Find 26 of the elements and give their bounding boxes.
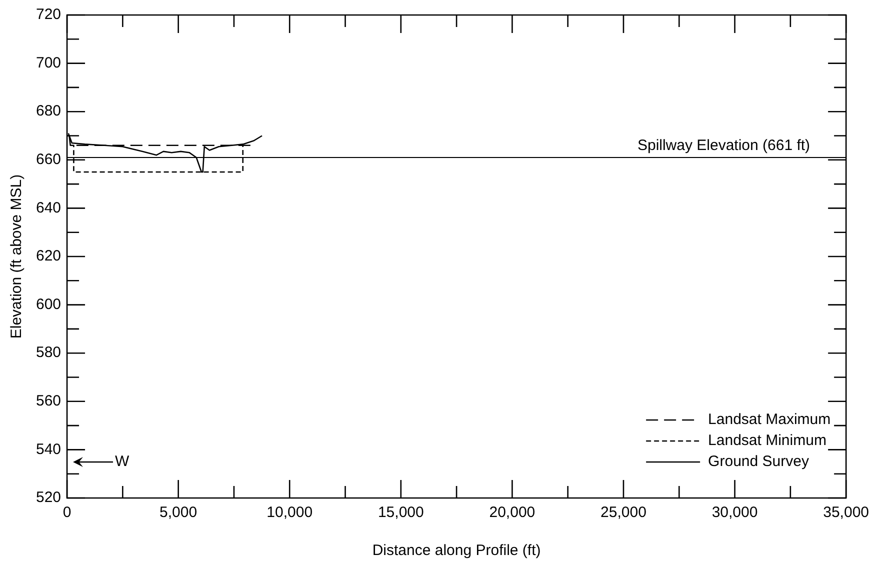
legend-label: Landsat Minimum [708,432,826,450]
x-axis-title: Distance along Profile (ft) [372,542,541,560]
x-tick-label: 5,000 [160,504,198,522]
annotation: W [115,453,130,470]
x-tick-label: 10,000 [266,504,313,522]
y-tick-label: 560 [36,392,62,410]
x-tick-label: 35,000 [823,504,870,522]
y-tick-label: 600 [36,296,62,313]
y-tick-label: 580 [36,344,62,362]
x-tick-label: 30,000 [712,504,758,522]
y-tick-label: 700 [36,54,62,72]
y-tick-label: 520 [36,489,62,506]
y-tick-label: 720 [36,6,62,24]
y-tick-label: 620 [36,248,62,265]
y-axis-title: Elevation (ft above MSL) [8,174,26,339]
x-tick-label: 25,000 [600,504,646,522]
x-tick-label: 0 [62,504,72,522]
ref-line-label: Spillway Elevation (661 ft) [637,137,810,154]
x-tick-label: 15,000 [378,504,424,522]
y-tick-label: 660 [36,151,62,168]
y-tick-label: 640 [36,199,62,216]
legend-label: Ground Survey [708,453,810,470]
legend-label: Landsat Maximum [708,411,831,428]
y-tick-label: 680 [36,102,62,120]
y-tick-label: 540 [36,440,62,458]
x-tick-label: 20,000 [489,504,536,522]
